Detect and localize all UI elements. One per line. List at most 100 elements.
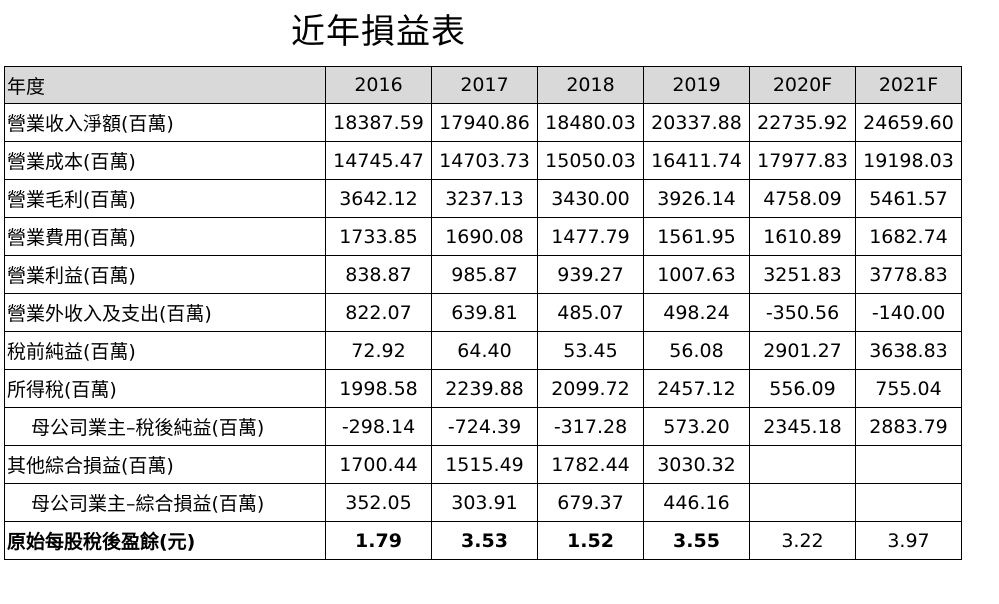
table-cell: 679.37 <box>537 483 644 522</box>
table-row: 母公司業主–綜合損益(百萬) 352.05 303.91 679.37 446.… <box>4 483 962 522</box>
column-header: 2018 <box>537 66 644 104</box>
table-row: 營業費用(百萬) 1733.85 1690.08 1477.79 1561.95… <box>4 217 962 256</box>
table-cell: 3.97 <box>855 521 962 560</box>
table-row: 其他綜合損益(百萬) 1700.44 1515.49 1782.44 3030.… <box>4 445 962 484</box>
table-cell: 17940.86 <box>431 103 538 142</box>
table-cell: 2883.79 <box>855 407 962 446</box>
table-cell: 573.20 <box>643 407 750 446</box>
table-cell: 822.07 <box>325 293 432 332</box>
row-label: 營業利益(百萬) <box>4 255 326 294</box>
column-header: 2017 <box>431 66 538 104</box>
table-cell: 939.27 <box>537 255 644 294</box>
table-cell: 3926.14 <box>643 179 750 218</box>
table-row: 原始每股稅後盈餘(元) 1.79 3.53 1.52 3.55 3.22 3.9… <box>4 521 962 560</box>
table-cell: 56.08 <box>643 331 750 370</box>
table-cell: -350.56 <box>749 293 856 332</box>
table-cell: 18387.59 <box>325 103 432 142</box>
table-cell: 24659.60 <box>855 103 962 142</box>
table-cell: 72.92 <box>325 331 432 370</box>
table-cell: -724.39 <box>431 407 538 446</box>
table-cell: 985.87 <box>431 255 538 294</box>
table-cell: 1690.08 <box>431 217 538 256</box>
table-cell: 1682.74 <box>855 217 962 256</box>
row-label: 稅前純益(百萬) <box>4 331 326 370</box>
table-cell: 838.87 <box>325 255 432 294</box>
table-cell: 2239.88 <box>431 369 538 408</box>
table-cell <box>855 483 962 522</box>
table-row: 稅前純益(百萬) 72.92 64.40 53.45 56.08 2901.27… <box>4 331 962 370</box>
table-cell: 4758.09 <box>749 179 856 218</box>
table-header-row: 年度 2016 2017 2018 2019 2020F 2021F <box>4 66 962 104</box>
row-label: 母公司業主–綜合損益(百萬) <box>4 483 326 522</box>
table-cell: -317.28 <box>537 407 644 446</box>
table-row: 營業外收入及支出(百萬) 822.07 639.81 485.07 498.24… <box>4 293 962 332</box>
row-label: 營業成本(百萬) <box>4 141 326 180</box>
table-cell: 1007.63 <box>643 255 750 294</box>
table-cell: 1998.58 <box>325 369 432 408</box>
table-cell: 22735.92 <box>749 103 856 142</box>
table-cell: 53.45 <box>537 331 644 370</box>
row-label: 營業外收入及支出(百萬) <box>4 293 326 332</box>
column-header-year: 年度 <box>4 66 326 104</box>
table-cell: 303.91 <box>431 483 538 522</box>
table-cell: 1477.79 <box>537 217 644 256</box>
table-cell: 446.16 <box>643 483 750 522</box>
income-statement-table: 年度 2016 2017 2018 2019 2020F 2021F 營業收入淨… <box>4 66 962 560</box>
column-header: 2019 <box>643 66 750 104</box>
table-row: 營業利益(百萬) 838.87 985.87 939.27 1007.63 32… <box>4 255 962 294</box>
table-cell <box>749 445 856 484</box>
table-row: 營業成本(百萬) 14745.47 14703.73 15050.03 1641… <box>4 141 962 180</box>
row-label: 母公司業主–稅後純益(百萬) <box>4 407 326 446</box>
table-cell: 755.04 <box>855 369 962 408</box>
column-header: 2016 <box>325 66 432 104</box>
row-label: 營業費用(百萬) <box>4 217 326 256</box>
table-cell: 639.81 <box>431 293 538 332</box>
table-cell: 15050.03 <box>537 141 644 180</box>
table-cell: 3251.83 <box>749 255 856 294</box>
table-cell: 2901.27 <box>749 331 856 370</box>
table-cell: 3030.32 <box>643 445 750 484</box>
table-row: 母公司業主–稅後純益(百萬) -298.14 -724.39 -317.28 5… <box>4 407 962 446</box>
table-cell: 1700.44 <box>325 445 432 484</box>
table-cell: 19198.03 <box>855 141 962 180</box>
table-cell: 3638.83 <box>855 331 962 370</box>
row-label: 原始每股稅後盈餘(元) <box>4 521 326 560</box>
table-cell: 14703.73 <box>431 141 538 180</box>
row-label: 所得稅(百萬) <box>4 369 326 408</box>
table-cell: 2457.12 <box>643 369 750 408</box>
table-cell: 498.24 <box>643 293 750 332</box>
table-cell: 1561.95 <box>643 217 750 256</box>
page-title: 近年損益表 <box>291 12 466 52</box>
table-cell <box>855 445 962 484</box>
column-header: 2021F <box>855 66 962 104</box>
table-cell: 18480.03 <box>537 103 644 142</box>
table-cell: -298.14 <box>325 407 432 446</box>
table-cell: 17977.83 <box>749 141 856 180</box>
table-cell: 3.22 <box>749 521 856 560</box>
table-cell: 3.53 <box>431 521 538 560</box>
table-cell: 3.55 <box>643 521 750 560</box>
row-label: 營業毛利(百萬) <box>4 179 326 218</box>
table-cell <box>749 483 856 522</box>
table-cell: 1733.85 <box>325 217 432 256</box>
column-header: 2020F <box>749 66 856 104</box>
table-cell: 1782.44 <box>537 445 644 484</box>
table-row: 所得稅(百萬) 1998.58 2239.88 2099.72 2457.12 … <box>4 369 962 408</box>
table-cell: 1515.49 <box>431 445 538 484</box>
table-cell: 1.79 <box>325 521 432 560</box>
table-cell: -140.00 <box>855 293 962 332</box>
row-label: 營業收入淨額(百萬) <box>4 103 326 142</box>
table-cell: 64.40 <box>431 331 538 370</box>
table-cell: 1610.89 <box>749 217 856 256</box>
table-row: 營業收入淨額(百萬) 18387.59 17940.86 18480.03 20… <box>4 103 962 142</box>
table-cell: 3237.13 <box>431 179 538 218</box>
table-cell: 5461.57 <box>855 179 962 218</box>
table-row: 營業毛利(百萬) 3642.12 3237.13 3430.00 3926.14… <box>4 179 962 218</box>
table-cell: 2099.72 <box>537 369 644 408</box>
table-cell: 485.07 <box>537 293 644 332</box>
table-cell: 1.52 <box>537 521 644 560</box>
table-cell: 3778.83 <box>855 255 962 294</box>
table-cell: 14745.47 <box>325 141 432 180</box>
table-cell: 3430.00 <box>537 179 644 218</box>
row-label: 其他綜合損益(百萬) <box>4 445 326 484</box>
